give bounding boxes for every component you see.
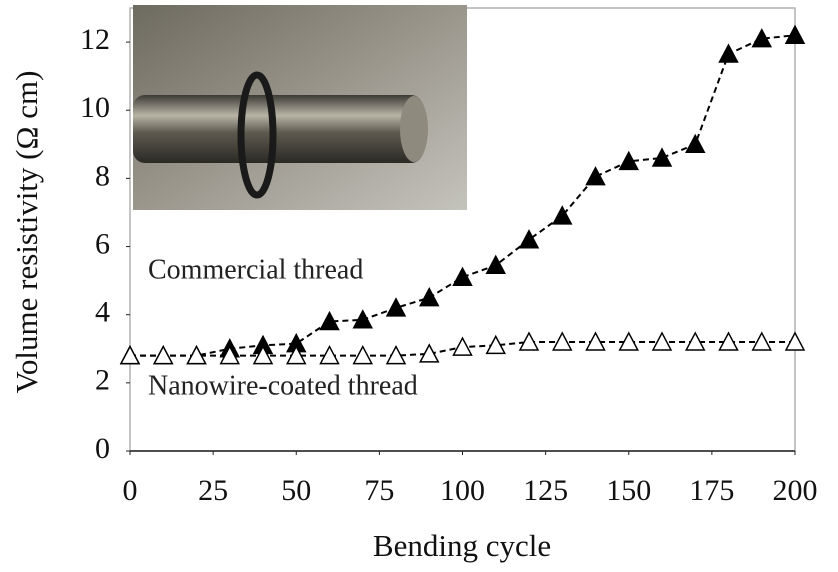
y-axis-title: Volume resistivity (Ω cm) [9,71,44,394]
marker [454,338,472,355]
marker [720,45,738,62]
chart: 0 2 4 6 8 10 12 0 25 50 75 100 125 150 175 200 Bending c… [0,0,838,572]
marker [420,289,438,306]
marker [753,333,771,350]
y-tick-label: 2 [95,364,110,397]
series-annotation: Nanowire-coated thread [148,370,418,401]
marker [553,333,571,350]
marker [354,347,372,364]
marker [520,333,538,350]
x-tick-label: 175 [689,474,734,507]
x-tick-label: 0 [123,474,138,507]
y-tick-label: 10 [80,91,110,124]
y-tick-label: 12 [80,23,110,56]
x-tick-label: 125 [523,474,568,507]
y-tick-label: 0 [95,432,110,465]
y-tick-label: 4 [95,296,110,329]
y-tick-label: 6 [95,227,110,260]
marker [454,268,472,285]
series-annotation: Commercial thread [148,254,363,285]
x-tick-label: 50 [281,474,311,507]
x-tick-label: 25 [198,474,228,507]
y-tick-label: 8 [95,159,110,192]
marker [121,347,139,364]
marker [520,231,538,248]
x-tick-label: 75 [364,474,394,507]
marker [587,168,605,185]
marker [487,256,505,273]
x-tick-label: 150 [606,474,651,507]
marker [553,207,571,224]
marker [686,135,704,152]
inset-photo [133,5,467,210]
x-axis-title: Bending cycle [373,528,551,563]
x-tick-label: 200 [773,474,818,507]
marker [154,347,172,364]
marker [786,333,804,350]
marker [387,299,405,316]
marker [653,333,671,350]
x-tick-label: 100 [440,474,485,507]
marker [653,149,671,166]
page: {"chart_data": {"type": "line", "x_label… [0,0,838,572]
marker [786,26,804,43]
